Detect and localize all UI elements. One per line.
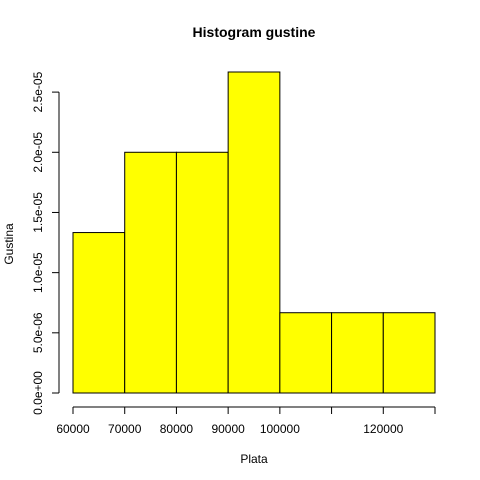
x-tick-label-4: 100000 <box>260 422 300 436</box>
y-axis-label: Gustina <box>2 223 16 265</box>
y-axis: 0.0e+00 5.0e-06 1.0e-05 1.5e-05 2.0e-05 2.5e-… <box>31 71 59 414</box>
histogram-bar-0 <box>73 233 125 393</box>
x-tick-label-0: 60000 <box>56 422 90 436</box>
x-tick-label-6: 120000 <box>363 422 403 436</box>
y-tick-label-4: 2.0e-05 <box>31 132 45 173</box>
y-tick-label-3: 1.5e-05 <box>31 192 45 233</box>
y-tick-label-2: 1.0e-05 <box>31 252 45 293</box>
x-axis-label: Plata <box>240 452 268 466</box>
x-tick-label-2: 80000 <box>160 422 194 436</box>
histogram-bar-1 <box>125 152 177 393</box>
histogram-bar-6 <box>383 313 435 393</box>
histogram-bar-4 <box>280 313 332 393</box>
y-tick-label-5: 2.5e-05 <box>31 71 45 112</box>
x-tick-label-3: 90000 <box>211 422 245 436</box>
y-tick-label-1: 5.0e-06 <box>31 312 45 353</box>
bars-group <box>73 72 435 393</box>
x-tick-label-1: 70000 <box>108 422 142 436</box>
chart-title: Histogram gustine <box>193 24 316 40</box>
histogram-bar-2 <box>176 152 228 393</box>
histogram-bar-5 <box>332 313 384 393</box>
histogram-bar-3 <box>228 72 280 393</box>
y-tick-label-0: 0.0e+00 <box>31 371 45 415</box>
x-axis: 60000 70000 80000 90000 100000 120000 <box>56 407 435 436</box>
